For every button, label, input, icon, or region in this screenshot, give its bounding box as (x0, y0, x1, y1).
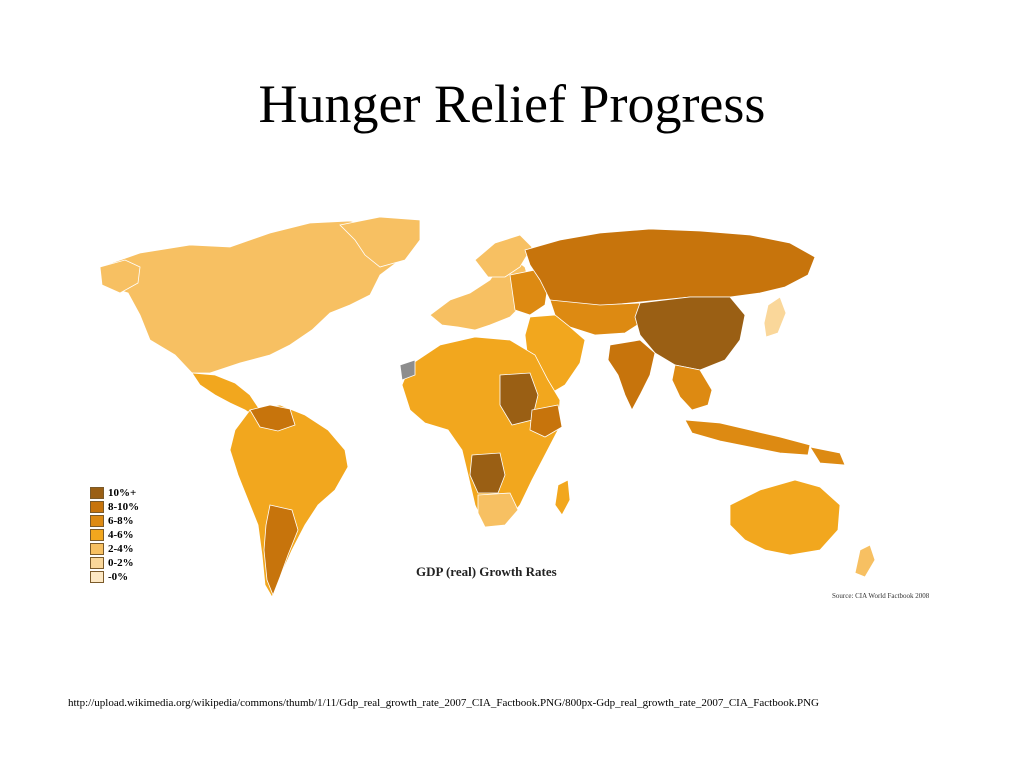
region-japan (763, 296, 787, 338)
region-new-zealand (854, 544, 876, 578)
region-north-america (99, 220, 421, 374)
legend-swatch (90, 501, 104, 513)
legend-swatch (90, 571, 104, 583)
region-papua (809, 446, 846, 466)
region-south-america (229, 404, 349, 598)
legend-label: 10%+ (108, 487, 137, 499)
region-southern-africa (477, 492, 519, 528)
legend-label: 8-10% (108, 501, 140, 513)
region-india (607, 339, 656, 411)
legend-item: 10%+ (90, 486, 139, 500)
legend-item: 6-8% (90, 514, 139, 528)
legend-label: 4-6% (108, 529, 134, 541)
region-scandinavia (474, 234, 533, 278)
region-ethiopia (529, 404, 563, 438)
region-alaska (99, 259, 141, 294)
map-caption: GDP (real) Growth Rates (416, 564, 557, 579)
legend-swatch (90, 529, 104, 541)
legend-swatch (90, 543, 104, 555)
legend-swatch (90, 515, 104, 527)
region-angola (469, 452, 506, 494)
legend-label: 0-2% (108, 557, 134, 569)
region-southeast-asia (671, 364, 713, 411)
legend-label: -0% (108, 571, 129, 583)
legend-item: -0% (90, 570, 139, 584)
legend-label: 2-4% (108, 543, 134, 555)
legend-item: 2-4% (90, 542, 139, 556)
region-western-sahara (399, 359, 416, 381)
region-argentina (263, 504, 299, 597)
region-greenland (339, 216, 421, 268)
legend-item: 0-2% (90, 556, 139, 570)
legend-label: 6-8% (108, 515, 134, 527)
legend-item: 4-6% (90, 528, 139, 542)
region-madagascar (554, 479, 571, 516)
region-indonesia (684, 419, 811, 456)
legend-item: 8-10% (90, 500, 139, 514)
legend-swatch (90, 557, 104, 569)
region-australia (729, 479, 841, 556)
region-russia (524, 228, 816, 308)
legend-swatch (90, 487, 104, 499)
map-source: Source: CIA World Factbook 2008 (832, 592, 930, 600)
slide-title: Hunger Relief Progress (258, 74, 766, 134)
map-legend: 10%+ 8-10% 6-8% 4-6% 2-4% 0-2% -0% (90, 486, 139, 584)
region-china (634, 296, 746, 371)
world-map-svg (99, 216, 876, 598)
region-venezuela (249, 404, 296, 432)
source-url: http://upload.wikimedia.org/wikipedia/co… (68, 697, 819, 709)
world-map (80, 205, 950, 610)
